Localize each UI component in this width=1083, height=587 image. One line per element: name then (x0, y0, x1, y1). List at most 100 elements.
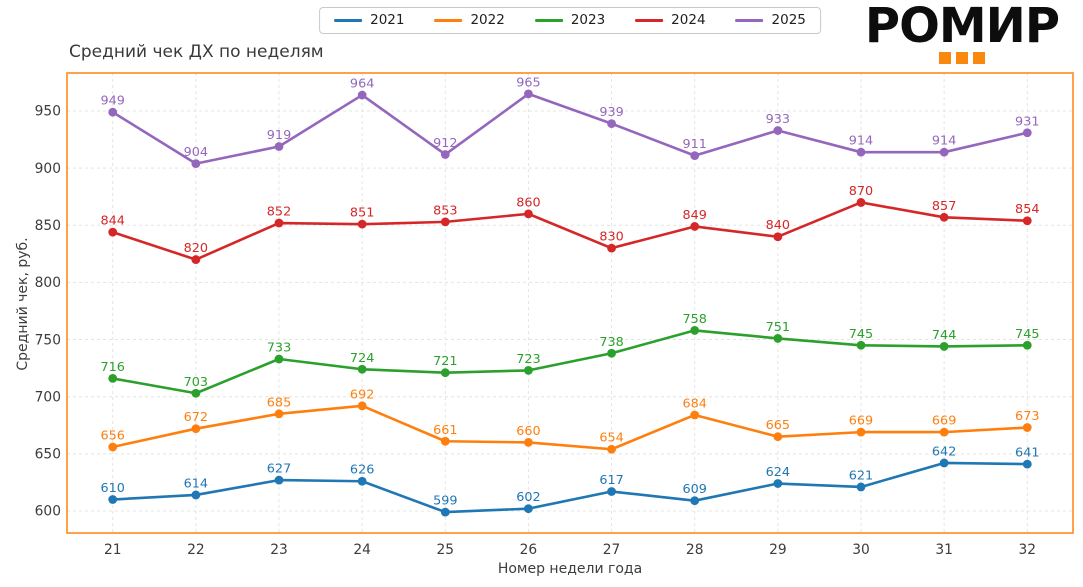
point-label-2024: 870 (849, 184, 873, 199)
point-label-2021: 641 (1015, 446, 1039, 461)
series-line-2025 (111, 92, 1029, 165)
point-label-2023: 703 (184, 375, 208, 390)
data-point-2022 (274, 409, 284, 419)
y-tick-label: 850 (35, 218, 61, 234)
y-tick-label: 900 (35, 161, 61, 177)
point-label-2021: 614 (184, 476, 208, 491)
romir-logo-text: РОМИР (864, 0, 1060, 54)
point-label-2024: 830 (599, 230, 623, 245)
point-label-2025: 949 (101, 94, 125, 109)
point-label-2021: 609 (682, 482, 706, 497)
point-label-2023: 758 (682, 312, 706, 327)
logo-square-icon (938, 52, 951, 65)
chart-title: Средний чек ДХ по неделям (69, 42, 324, 62)
point-label-2025: 919 (267, 128, 291, 143)
data-point-2025 (856, 147, 866, 157)
point-label-2021: 624 (766, 465, 790, 480)
x-tick-label: 23 (270, 542, 288, 558)
data-point-2022 (607, 444, 616, 454)
point-label-2025: 964 (350, 77, 374, 92)
legend-item-2024: 2024 (635, 13, 706, 28)
data-point-2025 (1022, 128, 1032, 138)
data-point-2022 (440, 436, 450, 446)
data-point-2023 (856, 340, 866, 350)
point-label-2024: 860 (516, 195, 540, 210)
point-label-2024: 840 (766, 218, 790, 233)
legend-item-2023: 2023 (534, 13, 605, 28)
data-point-2021 (524, 504, 533, 514)
point-label-2021: 602 (516, 490, 540, 505)
data-point-2023 (108, 374, 118, 383)
data-point-2022 (524, 437, 533, 447)
point-label-2023: 745 (1015, 327, 1039, 342)
x-tick-label: 31 (935, 542, 953, 558)
point-label-2025: 912 (433, 136, 457, 151)
point-label-2025: 933 (766, 112, 790, 127)
data-point-2025 (191, 159, 201, 169)
legend: 2021 2022 2023 2024 2025 (319, 7, 821, 34)
point-label-2024: 844 (101, 214, 125, 229)
data-point-2025 (690, 151, 700, 161)
data-point-2021 (357, 476, 367, 486)
data-point-2021 (607, 487, 616, 496)
data-point-2021 (856, 482, 866, 492)
y-tick-label: 950 (35, 104, 61, 120)
data-point-2024 (357, 219, 367, 229)
data-point-2024 (191, 255, 201, 264)
point-label-2022: 656 (101, 428, 125, 443)
data-point-2022 (357, 401, 367, 411)
data-point-2023 (357, 364, 367, 374)
point-label-2023: 723 (516, 352, 540, 367)
point-label-2022: 673 (1015, 409, 1039, 424)
data-point-2021 (939, 458, 949, 468)
data-point-2024 (690, 222, 700, 231)
point-label-2021: 599 (433, 494, 457, 509)
y-tick-label: 750 (35, 332, 61, 348)
point-label-2022: 672 (184, 410, 208, 425)
x-tick-label: 26 (520, 542, 538, 558)
point-label-2024: 851 (350, 206, 374, 221)
point-label-2023: 738 (599, 335, 623, 350)
legend-item-2022: 2022 (434, 11, 505, 28)
data-point-2024 (440, 217, 450, 227)
point-label-2025: 911 (682, 137, 706, 152)
data-point-2022 (690, 410, 700, 420)
point-label-2022: 665 (766, 418, 790, 433)
series-line-2022 (111, 404, 1029, 451)
data-point-2025 (773, 126, 783, 135)
data-point-2022 (191, 424, 201, 434)
data-point-2025 (524, 89, 533, 99)
data-point-2021 (274, 475, 284, 485)
data-point-2024 (1022, 216, 1032, 226)
point-label-2022: 684 (682, 396, 706, 411)
point-label-2023: 744 (932, 328, 956, 343)
y-tick-label: 700 (35, 389, 61, 405)
x-tick-label: 21 (104, 542, 122, 558)
point-label-2025: 939 (599, 105, 623, 120)
x-tick-label: 32 (1018, 542, 1036, 558)
point-label-2025: 904 (184, 145, 208, 160)
point-label-2022: 692 (350, 387, 374, 402)
point-label-2023: 751 (766, 320, 790, 335)
point-label-2023: 716 (101, 360, 125, 375)
data-point-2025 (274, 142, 284, 151)
point-label-2021: 642 (932, 444, 956, 459)
data-point-2024 (939, 212, 949, 222)
data-point-2025 (939, 147, 949, 157)
x-tick-label: 27 (603, 542, 621, 558)
data-point-2023 (1022, 340, 1032, 350)
y-tick-label: 600 (35, 504, 61, 520)
legend-swatch-icon (534, 19, 563, 22)
x-tick-label: 28 (686, 542, 704, 558)
legend-label: 2022 (470, 11, 505, 28)
point-label-2022: 685 (267, 395, 291, 410)
data-point-2024 (607, 243, 616, 253)
data-point-2025 (607, 119, 616, 129)
x-tick-label: 24 (353, 542, 371, 558)
x-tick-label: 30 (852, 542, 870, 558)
data-point-2024 (856, 198, 866, 207)
point-label-2023: 745 (849, 327, 873, 342)
point-label-2022: 654 (599, 431, 623, 446)
point-label-2021: 617 (599, 473, 623, 488)
point-label-2023: 733 (267, 340, 291, 355)
